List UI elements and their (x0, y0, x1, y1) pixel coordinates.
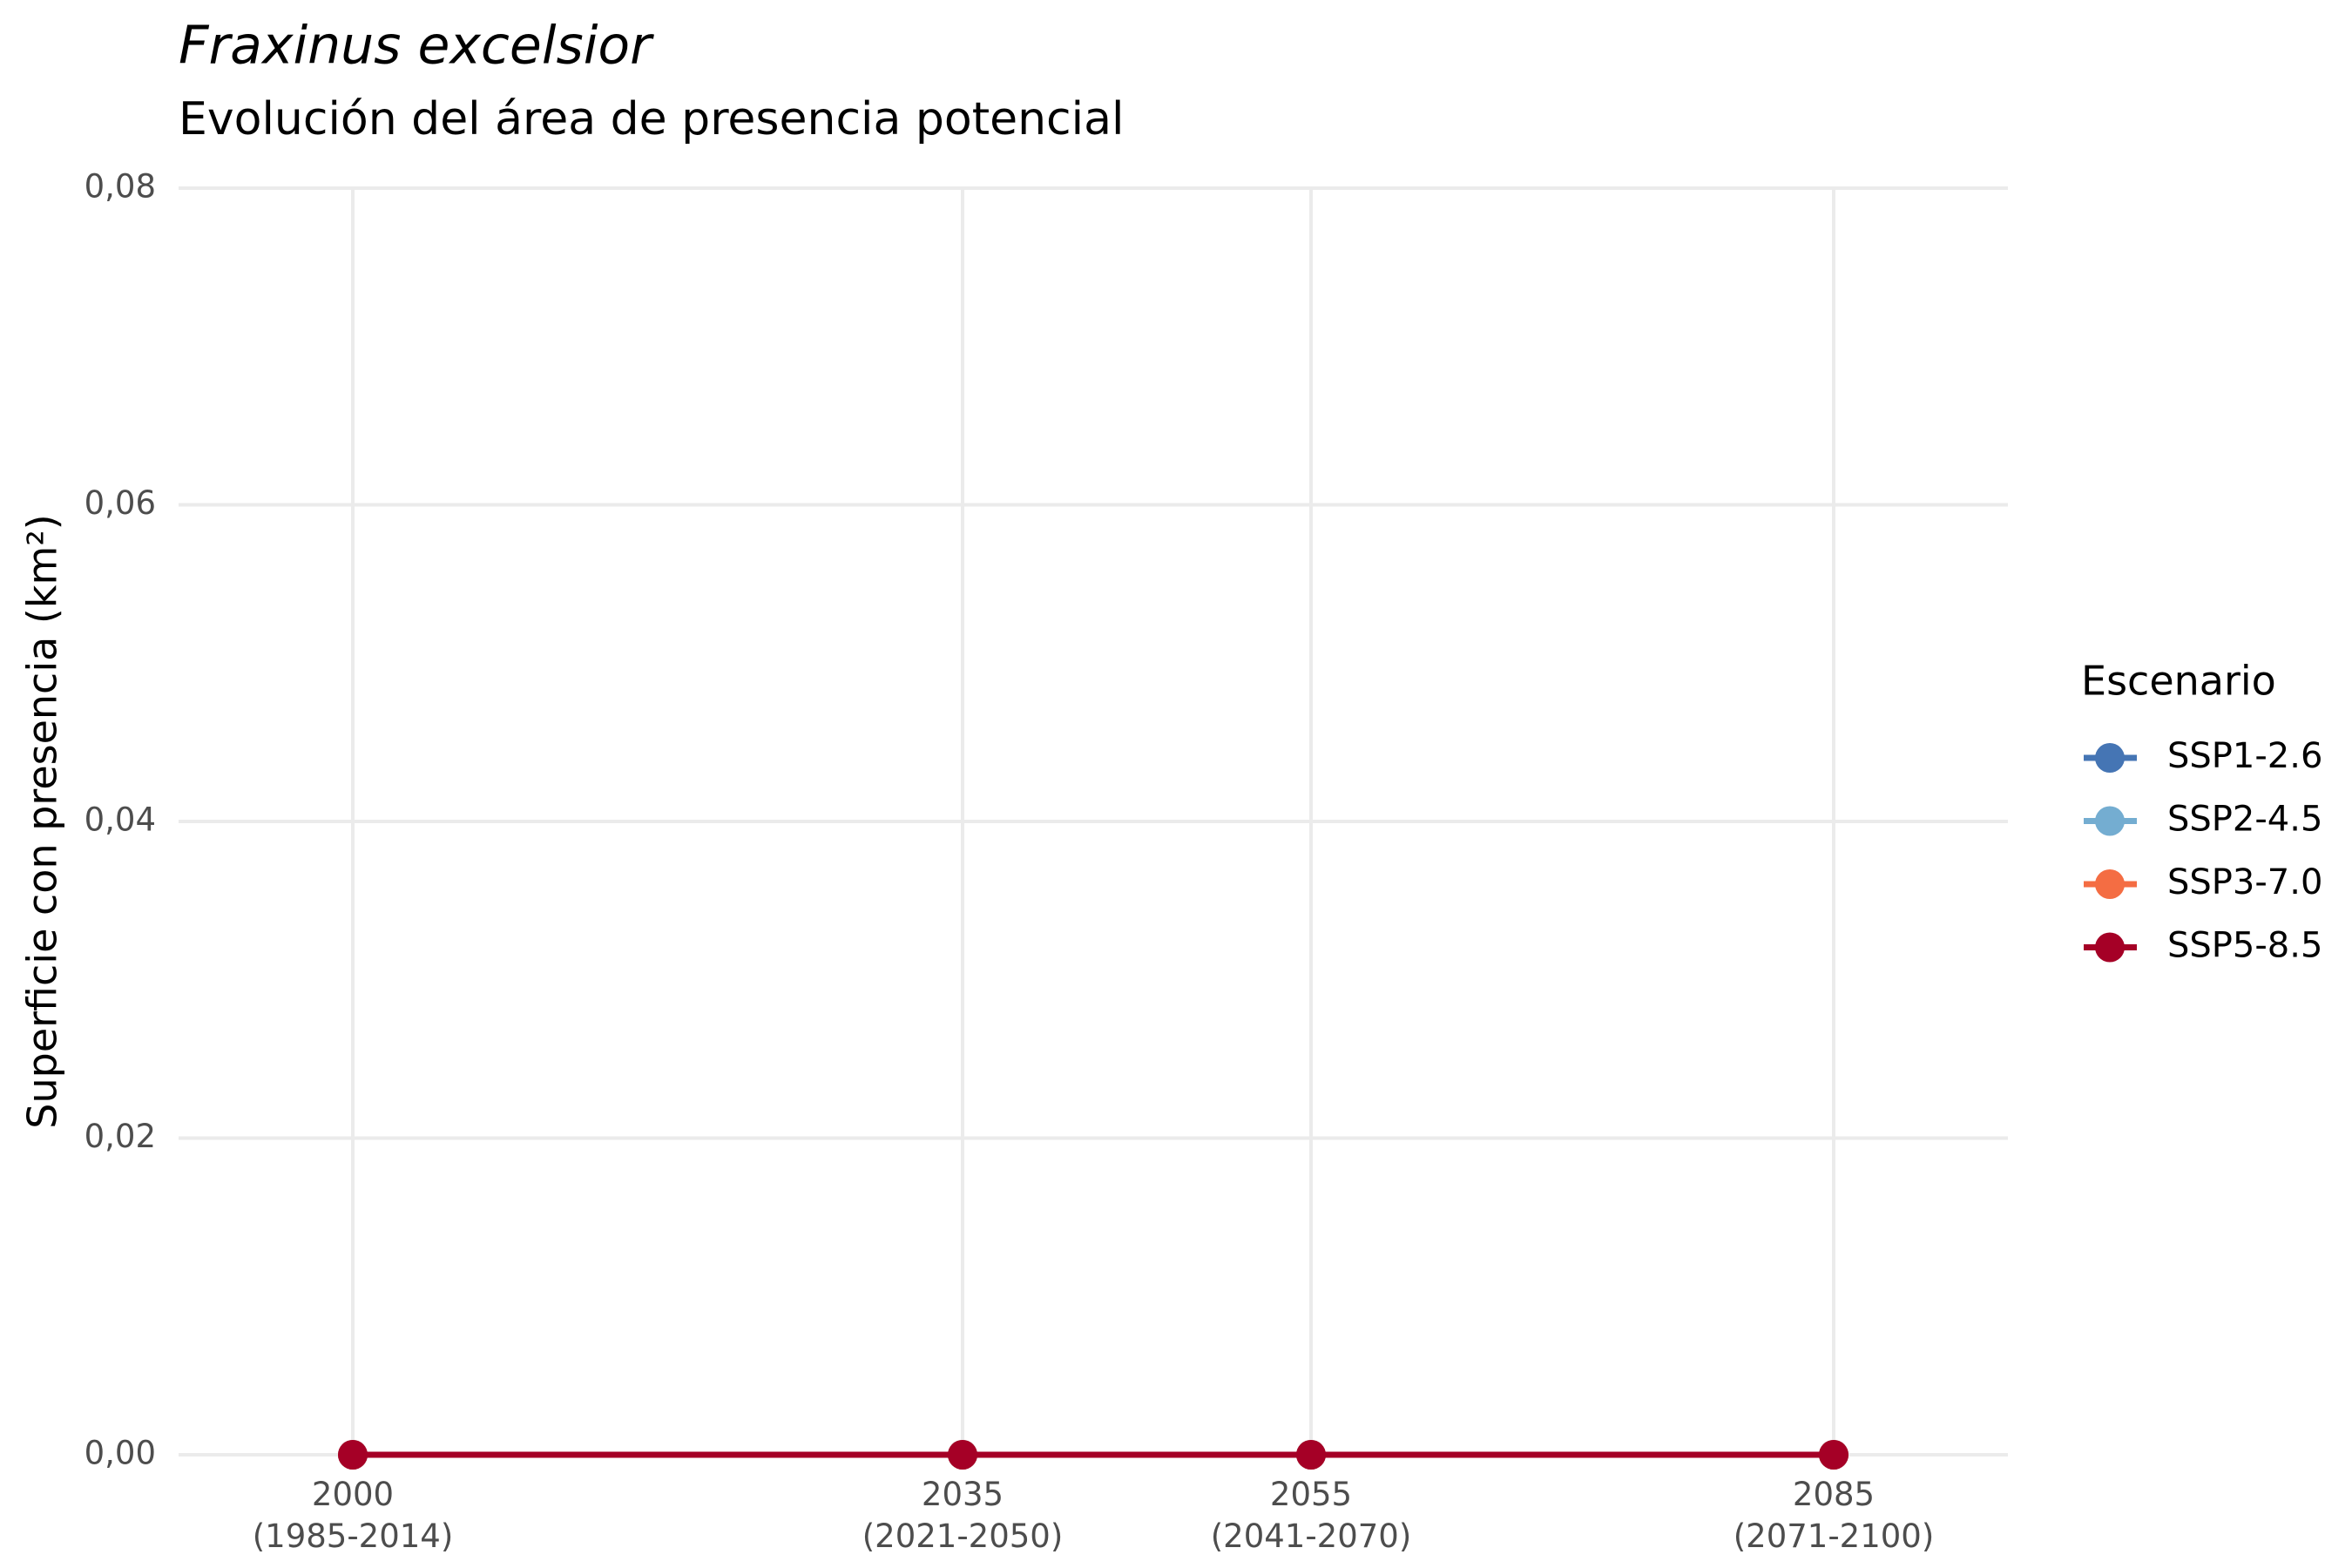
legend-label: SSP5-8.5 (2167, 926, 2322, 966)
chart-title: Fraxinus excelsior (179, 16, 654, 77)
x-tick-label: 2000 (1985-2014) (253, 1476, 454, 1555)
legend-label: SSP3-7.0 (2167, 862, 2322, 902)
data-point (1296, 1440, 1326, 1470)
legend-label: SSP2-4.5 (2167, 800, 2322, 840)
legend-title: Escenario (2081, 658, 2276, 705)
legend-key-point (2095, 869, 2125, 899)
legend-key-point (2095, 932, 2125, 963)
x-tick-label: 2035 (2021-2050) (862, 1476, 1064, 1555)
x-tick-label: 2055 (2041-2070) (1211, 1476, 1412, 1555)
legend-key-point (2095, 806, 2125, 836)
legend-label: SSP1-2.6 (2167, 736, 2322, 776)
data-point (948, 1440, 977, 1470)
y-tick-label: 0,06 (84, 484, 156, 522)
x-tick-label: 2085 (2071-2100) (1734, 1476, 1935, 1555)
data-point (338, 1440, 368, 1470)
y-tick-label: 0,04 (84, 801, 156, 839)
legend-key-point (2095, 743, 2125, 773)
y-tick-label: 0,00 (84, 1435, 156, 1472)
chart-subtitle: Evolución del área de presencia potencia… (179, 93, 1124, 145)
y-tick-label: 0,02 (84, 1118, 156, 1155)
y-axis-label: Superficie con presencia (km²) (19, 514, 66, 1128)
y-tick-label: 0,08 (84, 168, 156, 206)
data-point (1819, 1440, 1848, 1470)
